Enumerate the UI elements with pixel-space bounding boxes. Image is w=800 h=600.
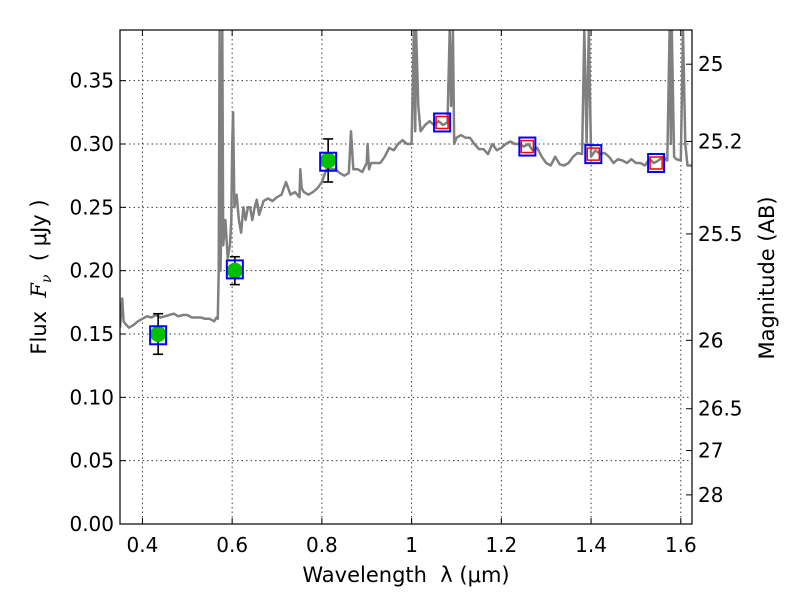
x-axis: 0.4 0.6 0.8 1 1.2 1.4 1.6 [127, 30, 697, 557]
y-tick-label: 0.15 [69, 322, 114, 346]
x-axis-title: Wavelength λ (μm) [302, 563, 509, 587]
model-photometry-square [149, 325, 168, 346]
x-tick-label: 0.6 [216, 533, 248, 557]
y-tick-label: 0.30 [69, 132, 114, 156]
x-tick-label: 0.8 [306, 533, 338, 557]
model-photometry-square [647, 153, 666, 173]
model-photometry-red-mark [520, 139, 535, 154]
y-tick-label: 0.35 [69, 69, 114, 93]
plot-frame [119, 29, 693, 525]
model-photometry-red-mark [649, 156, 663, 170]
observed-point [320, 152, 337, 169]
model-photometry-red-marks [435, 115, 663, 170]
y2-tick-label: 25 [698, 52, 723, 76]
model-photometry-red-mark [586, 147, 601, 161]
x-tick-label: 0.4 [127, 533, 159, 557]
observed-point [226, 262, 243, 279]
x-tick-label: 1.2 [485, 533, 517, 557]
y2-axis-title: Magnitude (AB) [755, 196, 779, 359]
model-photometry-square [518, 136, 537, 157]
observed-points [150, 138, 337, 356]
observed-point [150, 326, 167, 342]
y-tick-label: 0.05 [69, 449, 114, 473]
model-photometry-square [319, 151, 338, 172]
y-tick-label: 0.20 [69, 259, 114, 283]
x-tick-label: 1 [405, 533, 418, 557]
y2-tick-label: 25.2 [698, 129, 743, 153]
model-photometry-square [584, 144, 603, 165]
y2-tick-label: 27 [698, 439, 723, 463]
model-photometry-red-mark [435, 115, 449, 130]
y-axis-title: Flux Fν ( μJy ) [27, 199, 55, 354]
y2-tick-label: 26.5 [698, 397, 743, 421]
y-tick-label: 0.25 [69, 195, 114, 219]
y-tick-label: 0.10 [69, 385, 114, 409]
model-spectrum-line [120, 30, 692, 329]
y2-tick-label: 26 [698, 328, 723, 352]
model-photometry-square [225, 259, 244, 280]
y2-axis: 25 25.2 25.5 26 26.5 27 28 [686, 52, 743, 507]
model-photometry-squares [149, 112, 666, 346]
x-tick-label: 1.6 [665, 533, 697, 557]
plot-background [120, 30, 692, 524]
model-photometry-square [433, 112, 452, 133]
series [120, 30, 692, 356]
x-tick-label: 1.4 [575, 533, 607, 557]
y-tick-label: 0.00 [69, 512, 114, 536]
y-axis: 0.00 0.05 0.10 0.15 0.20 0.25 0.30 0.35 [69, 69, 126, 536]
y2-tick-label: 25.5 [698, 222, 743, 246]
y2-tick-label: 28 [698, 483, 723, 507]
